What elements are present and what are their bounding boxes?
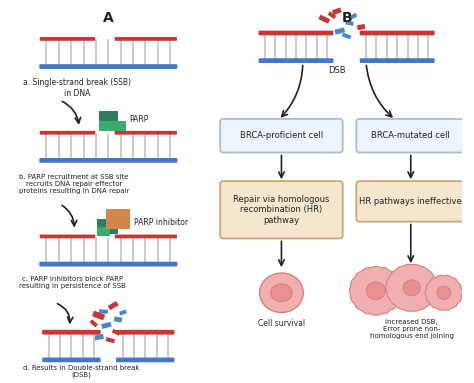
FancyBboxPatch shape bbox=[356, 181, 465, 222]
Bar bbox=[332, 7, 342, 15]
Bar bbox=[114, 316, 122, 322]
Text: b. PARP recruitment at SSB site
recruits DNA repair effector
proteins resulting : b. PARP recruitment at SSB site recruits… bbox=[19, 174, 129, 194]
Ellipse shape bbox=[437, 286, 451, 300]
Bar bbox=[99, 121, 126, 131]
Text: c. PARP inhibitors block PARP
resulting in persistence of SSB: c. PARP inhibitors block PARP resulting … bbox=[19, 276, 126, 289]
Ellipse shape bbox=[271, 284, 292, 302]
Polygon shape bbox=[349, 266, 402, 315]
FancyBboxPatch shape bbox=[220, 119, 343, 152]
FancyBboxPatch shape bbox=[115, 37, 177, 41]
Bar bbox=[106, 209, 130, 229]
Bar bbox=[342, 33, 351, 39]
Text: A: A bbox=[103, 11, 114, 25]
Text: DSB: DSB bbox=[328, 65, 346, 75]
FancyBboxPatch shape bbox=[115, 234, 177, 238]
Bar bbox=[349, 13, 357, 20]
FancyBboxPatch shape bbox=[116, 358, 174, 362]
Text: a. Single-strand break (SSB)
in DNA: a. Single-strand break (SSB) in DNA bbox=[23, 79, 131, 98]
Bar bbox=[319, 15, 330, 24]
Text: Repair via homologous
recombination (HR)
pathway: Repair via homologous recombination (HR)… bbox=[233, 195, 329, 225]
Text: Cell survival: Cell survival bbox=[258, 319, 305, 328]
Bar bbox=[346, 20, 354, 26]
FancyBboxPatch shape bbox=[42, 358, 100, 362]
Bar bbox=[119, 309, 127, 316]
Text: B: B bbox=[341, 11, 352, 25]
Polygon shape bbox=[425, 275, 463, 310]
Bar bbox=[101, 322, 112, 329]
Text: BRCA-proficient cell: BRCA-proficient cell bbox=[240, 131, 323, 140]
Bar bbox=[328, 11, 337, 19]
FancyBboxPatch shape bbox=[42, 330, 100, 335]
Bar bbox=[357, 24, 365, 30]
Ellipse shape bbox=[260, 273, 303, 313]
FancyBboxPatch shape bbox=[39, 262, 177, 267]
Bar bbox=[92, 311, 105, 320]
Text: PARP: PARP bbox=[130, 115, 149, 124]
Text: d. Results in Double-strand break
(DSB): d. Results in Double-strand break (DSB) bbox=[23, 365, 139, 378]
FancyBboxPatch shape bbox=[39, 64, 177, 69]
FancyBboxPatch shape bbox=[220, 181, 343, 239]
Bar bbox=[97, 219, 118, 234]
FancyBboxPatch shape bbox=[40, 37, 95, 41]
Bar bbox=[106, 337, 115, 343]
Text: BRCA-mutated cell: BRCA-mutated cell bbox=[371, 131, 450, 140]
Text: HR pathways ineffective: HR pathways ineffective bbox=[359, 197, 462, 206]
FancyBboxPatch shape bbox=[40, 131, 95, 134]
FancyBboxPatch shape bbox=[259, 31, 334, 35]
FancyBboxPatch shape bbox=[40, 234, 95, 238]
Bar bbox=[93, 334, 104, 340]
FancyBboxPatch shape bbox=[116, 330, 174, 335]
Text: Increased DSB,
Error prone non-
homologous end joining: Increased DSB, Error prone non- homologo… bbox=[370, 319, 454, 339]
Bar bbox=[90, 319, 98, 327]
Bar bbox=[97, 227, 110, 236]
Ellipse shape bbox=[403, 280, 420, 296]
FancyBboxPatch shape bbox=[39, 158, 177, 163]
Text: PARP inhibitor: PARP inhibitor bbox=[134, 218, 188, 227]
FancyBboxPatch shape bbox=[360, 31, 435, 35]
FancyBboxPatch shape bbox=[115, 131, 177, 134]
Bar bbox=[108, 301, 118, 310]
Bar bbox=[99, 309, 108, 314]
Bar bbox=[112, 329, 120, 336]
Bar bbox=[99, 111, 118, 129]
Ellipse shape bbox=[366, 282, 385, 300]
FancyBboxPatch shape bbox=[360, 58, 435, 63]
Polygon shape bbox=[386, 264, 438, 311]
FancyBboxPatch shape bbox=[259, 58, 334, 63]
Bar bbox=[335, 27, 345, 35]
FancyBboxPatch shape bbox=[356, 119, 465, 152]
